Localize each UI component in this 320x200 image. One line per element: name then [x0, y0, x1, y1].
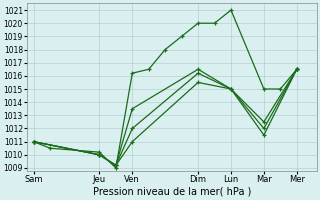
- X-axis label: Pression niveau de la mer( hPa ): Pression niveau de la mer( hPa ): [92, 187, 251, 197]
